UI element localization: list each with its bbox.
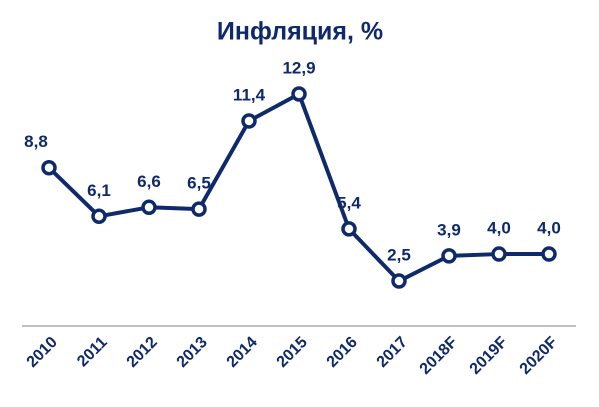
data-label: 6,1 (87, 181, 111, 200)
x-tick-label: 2010 (24, 334, 61, 371)
data-label: 4,0 (487, 219, 511, 238)
x-tick-label: 2016 (324, 334, 361, 371)
chart-title: Инфляция, % (217, 18, 383, 46)
line (47, 92, 549, 284)
point (241, 113, 257, 129)
x-tick-label: 2020F (517, 334, 561, 378)
x-tick-label: 2011 (74, 334, 111, 371)
point (191, 201, 207, 217)
x-tick-label: 2012 (124, 334, 161, 371)
data-label: 6,5 (187, 174, 211, 193)
data-label: 3,9 (437, 220, 461, 239)
data-label: 8,8 (24, 132, 48, 151)
point (341, 221, 357, 237)
data-label: 11,4 (233, 85, 266, 104)
x-tick-label: 2019F (467, 334, 511, 378)
point (91, 208, 107, 225)
data-label: 5,4 (337, 193, 361, 212)
point (391, 273, 407, 289)
data-label: 2,5 (387, 246, 411, 265)
data-label: 4,0 (537, 219, 561, 238)
point (491, 246, 507, 262)
x-tick-label: 2015 (274, 334, 311, 371)
point (291, 86, 307, 102)
x-tick-label: 2018F (417, 334, 461, 378)
x-tick-label: 2014 (224, 334, 261, 371)
x-tick-label: 2013 (174, 334, 211, 371)
data-label: 12,9 (282, 58, 315, 77)
point (141, 199, 157, 216)
data-label: 6,6 (137, 172, 161, 191)
point (541, 246, 557, 262)
x-tick-label: 2017 (374, 334, 411, 371)
point (41, 159, 57, 176)
point (441, 248, 457, 264)
